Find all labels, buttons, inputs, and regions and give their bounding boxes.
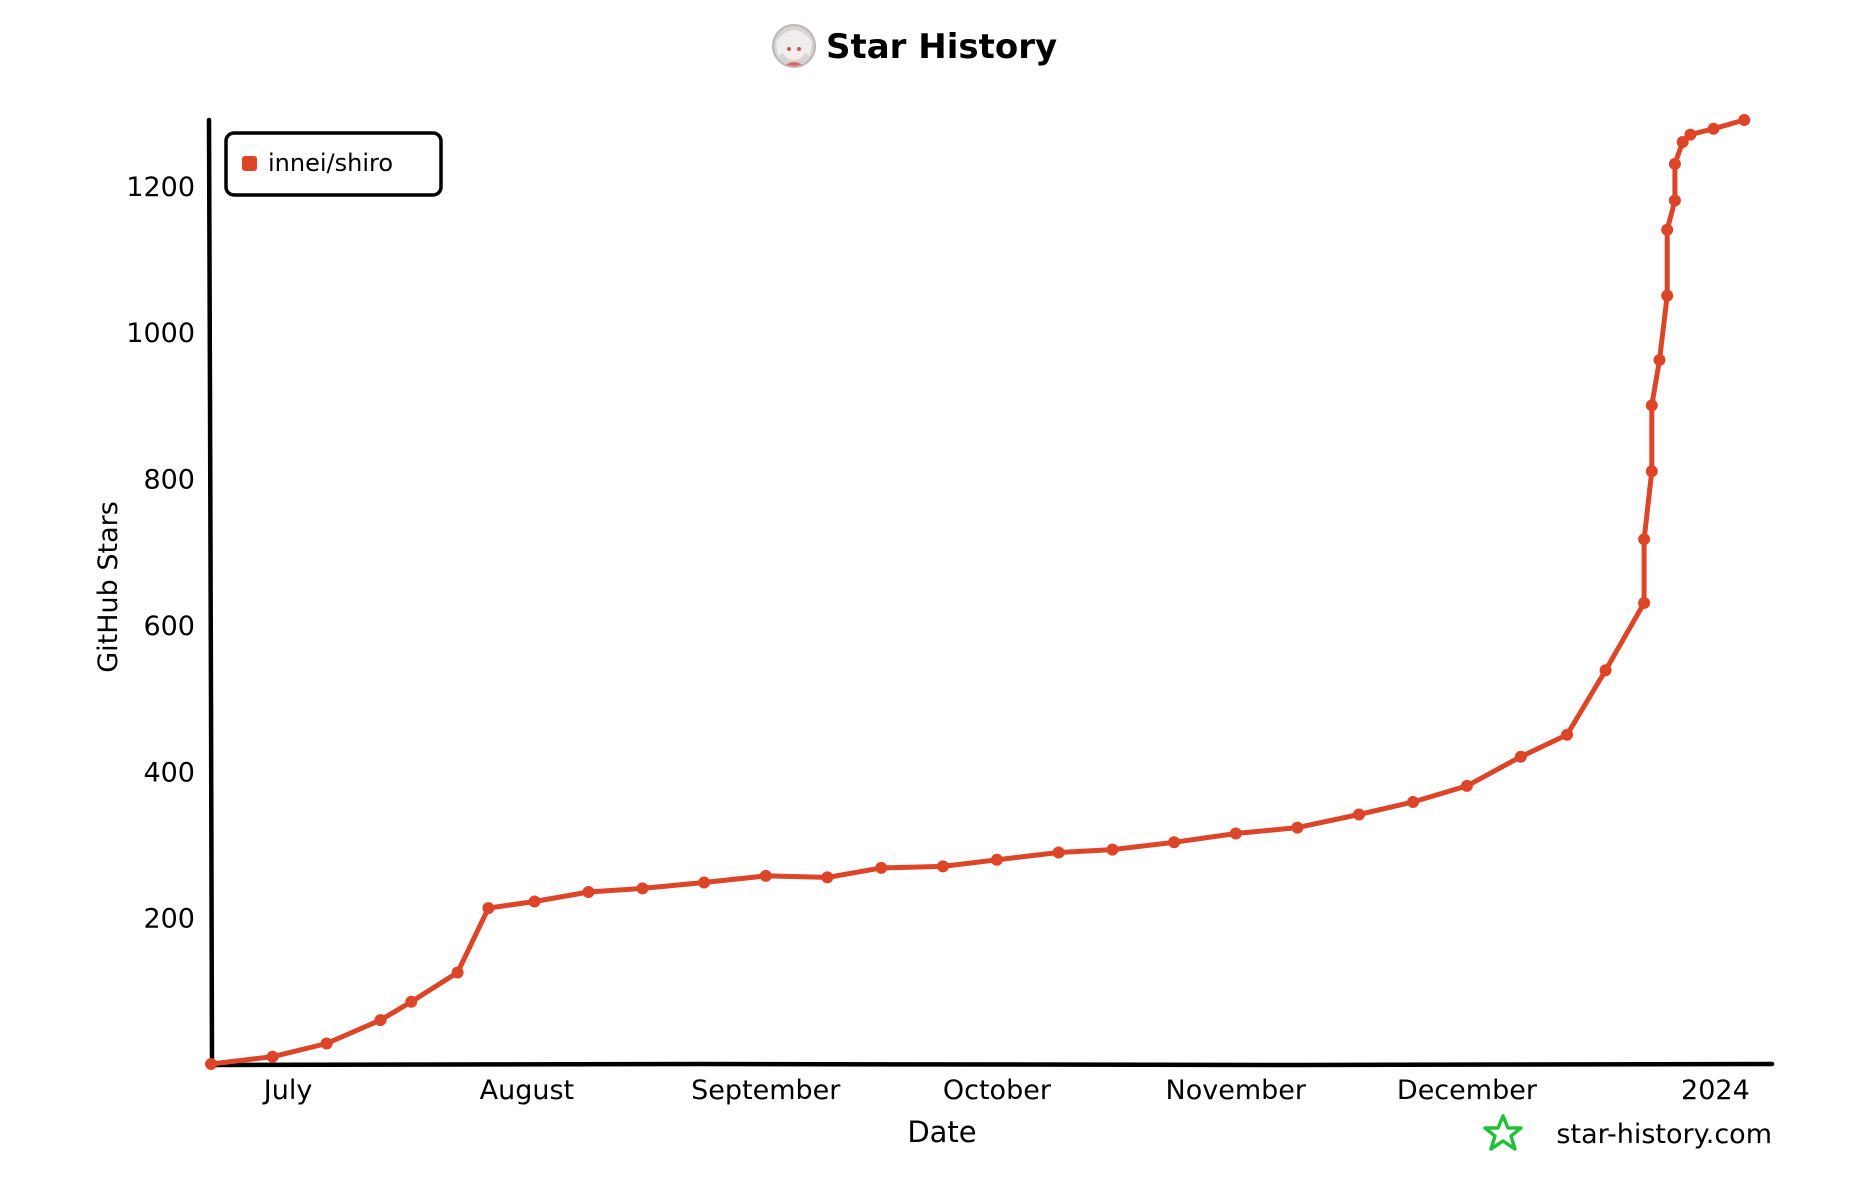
data-point [482, 902, 495, 915]
data-point [1684, 128, 1697, 141]
y-tick-label: 400 [143, 757, 195, 788]
x-tick-labels: July August September October November Decemb… [262, 1075, 1750, 1106]
y-tick-label: 800 [143, 465, 195, 496]
data-point [1638, 533, 1651, 546]
data-point [1106, 843, 1119, 856]
data-point [528, 895, 541, 908]
series-line [208, 117, 1747, 1067]
data-point [636, 882, 649, 895]
data-point [1599, 664, 1612, 677]
data-point [1738, 114, 1751, 126]
watermark: star-history.com [1483, 1114, 1772, 1151]
x-axis-label: Date [907, 1115, 976, 1149]
x-tick-label: 2024 [1681, 1075, 1750, 1106]
y-tick-labels: 200 400 600 800 1000 1200 [126, 172, 195, 935]
data-point [1653, 354, 1666, 366]
data-point [698, 876, 711, 889]
legend: innei/shiro [224, 131, 443, 197]
series-layer [205, 114, 1751, 1070]
data-point [1645, 465, 1658, 478]
y-axis-line [206, 117, 215, 1068]
data-point [937, 860, 949, 873]
data-point [320, 1037, 333, 1050]
y-tick-label: 1200 [126, 172, 195, 203]
x-axis-line [207, 1061, 1775, 1068]
data-point [205, 1058, 217, 1070]
data-point [990, 853, 1003, 866]
data-point [1353, 808, 1365, 821]
data-point [821, 871, 834, 884]
chart-title: Star History [826, 27, 1057, 67]
data-point [405, 995, 418, 1008]
y-tick-label: 1000 [126, 318, 195, 349]
y-axis-label: GitHub Stars [93, 501, 124, 673]
y-tick-label: 600 [143, 611, 195, 642]
x-tick-label: October [943, 1075, 1052, 1106]
x-tick-label: November [1166, 1075, 1307, 1106]
x-tick-label: July [262, 1075, 313, 1106]
data-point [1168, 836, 1181, 849]
data-point [1460, 779, 1473, 792]
data-point [1638, 597, 1651, 609]
data-point [875, 861, 888, 874]
data-point [1407, 796, 1419, 808]
data-point [374, 1014, 387, 1027]
data-point [451, 966, 464, 979]
data-point [1514, 750, 1527, 763]
data-point [1229, 827, 1242, 840]
y-tick-label: 200 [143, 904, 195, 935]
watermark-text: star-history.com [1556, 1119, 1772, 1150]
data-point [1291, 821, 1304, 834]
data-point [582, 886, 595, 898]
star-icon [1483, 1114, 1523, 1151]
data-point [1645, 399, 1658, 412]
data-point [1676, 136, 1689, 148]
legend-swatch [242, 156, 257, 171]
data-point [1707, 122, 1720, 135]
data-point [1661, 289, 1674, 302]
chart-title-group: Star History [772, 24, 1057, 68]
repo-avatar [772, 24, 816, 68]
x-tick-label: September [691, 1075, 841, 1106]
legend-box [224, 131, 443, 197]
x-tick-label: August [480, 1075, 575, 1106]
x-tick-label: December [1397, 1075, 1538, 1106]
data-point [1668, 157, 1681, 170]
data-point [759, 869, 772, 882]
legend-label: innei/shiro [268, 149, 393, 177]
data-point [1561, 728, 1574, 741]
data-point [1052, 846, 1065, 859]
data-point [266, 1050, 279, 1063]
data-point [1661, 223, 1674, 236]
data-point [1668, 194, 1681, 207]
